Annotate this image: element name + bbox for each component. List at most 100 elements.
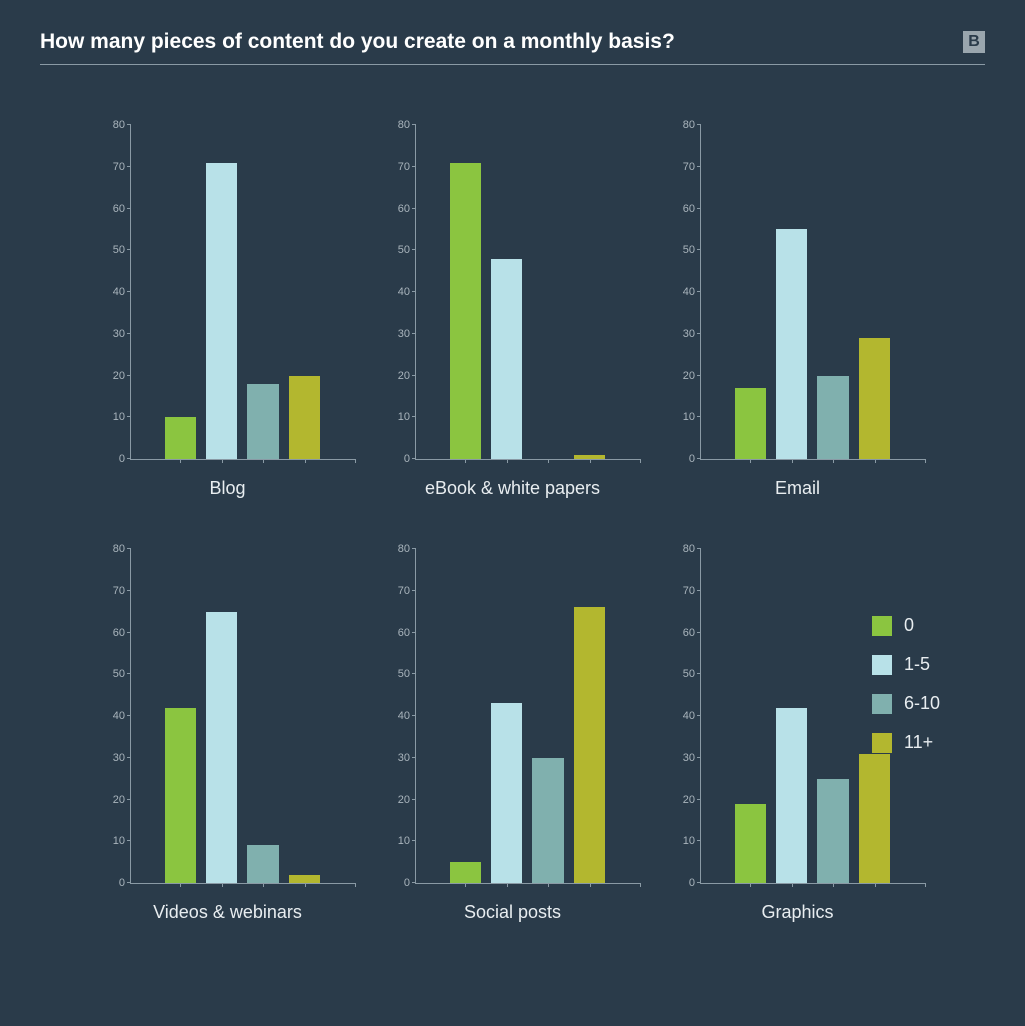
bars-group bbox=[131, 549, 355, 883]
y-tick-label: 40 bbox=[113, 286, 131, 298]
x-tick-mark bbox=[925, 459, 926, 463]
bar bbox=[859, 754, 890, 883]
legend-swatch bbox=[872, 616, 892, 636]
y-tick-label: 20 bbox=[398, 370, 416, 382]
bar bbox=[817, 376, 848, 460]
chart-area: 01020304050607080 bbox=[100, 125, 355, 460]
x-tick-mark bbox=[507, 459, 508, 463]
y-tick-label: 30 bbox=[113, 752, 131, 764]
bar bbox=[776, 229, 807, 459]
x-tick-mark bbox=[875, 459, 876, 463]
bar bbox=[289, 376, 320, 460]
bar bbox=[817, 779, 848, 883]
x-tick-mark bbox=[590, 883, 591, 887]
y-tick-label: 10 bbox=[113, 411, 131, 423]
x-tick-mark bbox=[750, 459, 751, 463]
y-tick-label: 20 bbox=[398, 794, 416, 806]
y-tick-label: 10 bbox=[683, 835, 701, 847]
plot-region: 01020304050607080 bbox=[130, 549, 355, 884]
bar bbox=[165, 417, 196, 459]
x-tick-mark bbox=[640, 883, 641, 887]
legend-swatch bbox=[872, 694, 892, 714]
y-tick-label: 70 bbox=[398, 161, 416, 173]
y-tick-label: 60 bbox=[398, 627, 416, 639]
bar bbox=[289, 875, 320, 883]
plot-region: 01020304050607080 bbox=[130, 125, 355, 460]
y-tick-label: 10 bbox=[683, 411, 701, 423]
y-tick-label: 60 bbox=[113, 203, 131, 215]
y-tick-label: 60 bbox=[683, 203, 701, 215]
y-tick-label: 0 bbox=[119, 453, 131, 465]
chart-row: 01020304050607080Videos & webinars010203… bbox=[40, 549, 985, 923]
bar bbox=[165, 708, 196, 883]
chart-area: 01020304050607080 bbox=[100, 549, 355, 884]
page-title: How many pieces of content do you create… bbox=[40, 30, 675, 54]
bar bbox=[247, 845, 278, 883]
legend-item: 0 bbox=[872, 615, 940, 636]
plot-region: 01020304050607080 bbox=[415, 125, 640, 460]
y-tick-label: 80 bbox=[398, 119, 416, 131]
y-tick-label: 40 bbox=[683, 710, 701, 722]
chart-area: 01020304050607080 bbox=[385, 549, 640, 884]
bar bbox=[574, 607, 605, 883]
chart-row: 01020304050607080Blog01020304050607080eB… bbox=[40, 125, 985, 499]
y-tick-label: 70 bbox=[113, 161, 131, 173]
x-tick-mark bbox=[640, 459, 641, 463]
bar bbox=[859, 338, 890, 459]
x-tick-mark bbox=[875, 883, 876, 887]
x-tick-mark bbox=[263, 459, 264, 463]
x-tick-mark bbox=[355, 459, 356, 463]
y-tick-label: 80 bbox=[683, 543, 701, 555]
bar bbox=[735, 804, 766, 883]
y-tick-label: 60 bbox=[113, 627, 131, 639]
x-tick-mark bbox=[180, 883, 181, 887]
y-tick-label: 50 bbox=[683, 244, 701, 256]
chart-panel: 01020304050607080eBook & white papers bbox=[385, 125, 640, 499]
brand-logo-icon: B bbox=[963, 31, 985, 53]
panel-title: Blog bbox=[100, 478, 355, 499]
chart-panel: 01020304050607080Social posts bbox=[385, 549, 640, 923]
chart-area: 01020304050607080 bbox=[670, 125, 925, 460]
x-tick-mark bbox=[222, 883, 223, 887]
panel-title: Email bbox=[670, 478, 925, 499]
y-tick-label: 50 bbox=[683, 668, 701, 680]
bar bbox=[450, 163, 481, 459]
y-tick-label: 0 bbox=[404, 877, 416, 889]
chart-area: 01020304050607080 bbox=[385, 125, 640, 460]
y-tick-label: 60 bbox=[398, 203, 416, 215]
y-tick-label: 40 bbox=[398, 710, 416, 722]
y-tick-label: 30 bbox=[113, 328, 131, 340]
x-tick-mark bbox=[792, 459, 793, 463]
y-tick-label: 50 bbox=[398, 668, 416, 680]
y-tick-label: 30 bbox=[683, 328, 701, 340]
x-tick-mark bbox=[750, 883, 751, 887]
bar bbox=[206, 163, 237, 459]
bar bbox=[491, 703, 522, 883]
chart-panel: 01020304050607080 Blog bbox=[100, 125, 355, 499]
y-tick-label: 0 bbox=[404, 453, 416, 465]
y-tick-label: 20 bbox=[683, 370, 701, 382]
y-tick-label: 50 bbox=[398, 244, 416, 256]
x-tick-mark bbox=[305, 883, 306, 887]
header: How many pieces of content do you create… bbox=[40, 30, 985, 65]
legend-item: 1-5 bbox=[872, 654, 940, 675]
y-tick-label: 20 bbox=[113, 370, 131, 382]
bar bbox=[735, 388, 766, 459]
x-tick-mark bbox=[355, 883, 356, 887]
bar bbox=[247, 384, 278, 459]
bar bbox=[776, 708, 807, 883]
x-tick-mark bbox=[222, 459, 223, 463]
legend-label: 11+ bbox=[904, 732, 933, 753]
bar bbox=[206, 612, 237, 883]
bar bbox=[450, 862, 481, 883]
y-tick-label: 60 bbox=[683, 627, 701, 639]
y-tick-label: 20 bbox=[683, 794, 701, 806]
panel-title: Social posts bbox=[385, 902, 640, 923]
bars-group bbox=[416, 125, 640, 459]
y-tick-label: 10 bbox=[398, 835, 416, 847]
y-tick-label: 70 bbox=[398, 585, 416, 597]
y-tick-label: 70 bbox=[683, 161, 701, 173]
y-tick-label: 40 bbox=[398, 286, 416, 298]
legend-swatch bbox=[872, 733, 892, 753]
y-tick-label: 50 bbox=[113, 668, 131, 680]
